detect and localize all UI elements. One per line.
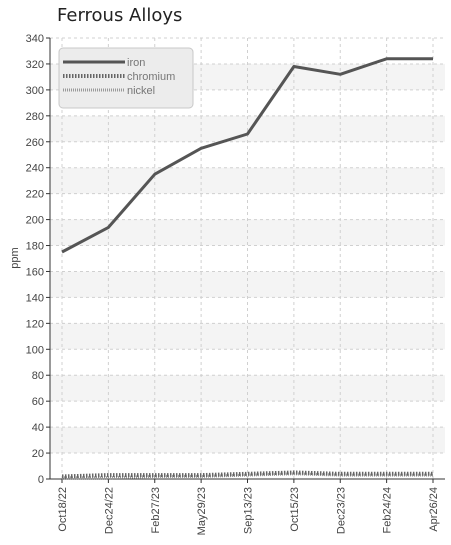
y-tick-label: 280	[26, 111, 44, 123]
y-tick-label: 300	[26, 85, 44, 97]
x-tick-label: May29/23	[196, 487, 208, 535]
legend-label-iron: iron	[127, 57, 145, 69]
y-tick-label: 260	[26, 137, 44, 149]
y-tick-label: 220	[26, 189, 44, 201]
legend-label-nickel: nickel	[127, 85, 155, 97]
chart-title: Ferrous Alloys	[57, 5, 183, 26]
y-tick-label: 320	[26, 59, 44, 71]
y-tick-label: 200	[26, 215, 44, 227]
x-tick-label: Oct18/22	[57, 487, 69, 532]
x-tick-label: Feb27/23	[150, 487, 162, 533]
y-tick-label: 180	[26, 241, 44, 253]
x-tick-label: Feb24/24	[382, 487, 394, 533]
y-tick-label: 100	[26, 344, 44, 356]
x-tick-label: Dec24/22	[103, 487, 115, 534]
x-tick-label: Dec23/23	[335, 487, 347, 534]
y-tick-label: 120	[26, 318, 44, 330]
y-tick-label: 140	[26, 292, 44, 304]
x-tick-label: Sep13/23	[243, 487, 255, 534]
x-tick-label: Apr26/24	[428, 487, 440, 532]
y-tick-label: 40	[32, 422, 44, 434]
y-axis-label: ppm	[9, 247, 21, 268]
y-tick-label: 80	[32, 370, 44, 382]
y-tick-label: 20	[32, 448, 44, 460]
legend-label-chromium: chromium	[127, 71, 175, 83]
y-tick-label: 240	[26, 163, 44, 175]
y-tick-label: 160	[26, 266, 44, 278]
x-tick-label: Oct15/23	[289, 487, 301, 532]
y-tick-label: 0	[38, 474, 44, 486]
series-line-chromium	[61, 470, 433, 479]
y-tick-label: 60	[32, 396, 44, 408]
y-tick-label: 340	[26, 33, 44, 45]
series-line-iron	[61, 57, 433, 254]
